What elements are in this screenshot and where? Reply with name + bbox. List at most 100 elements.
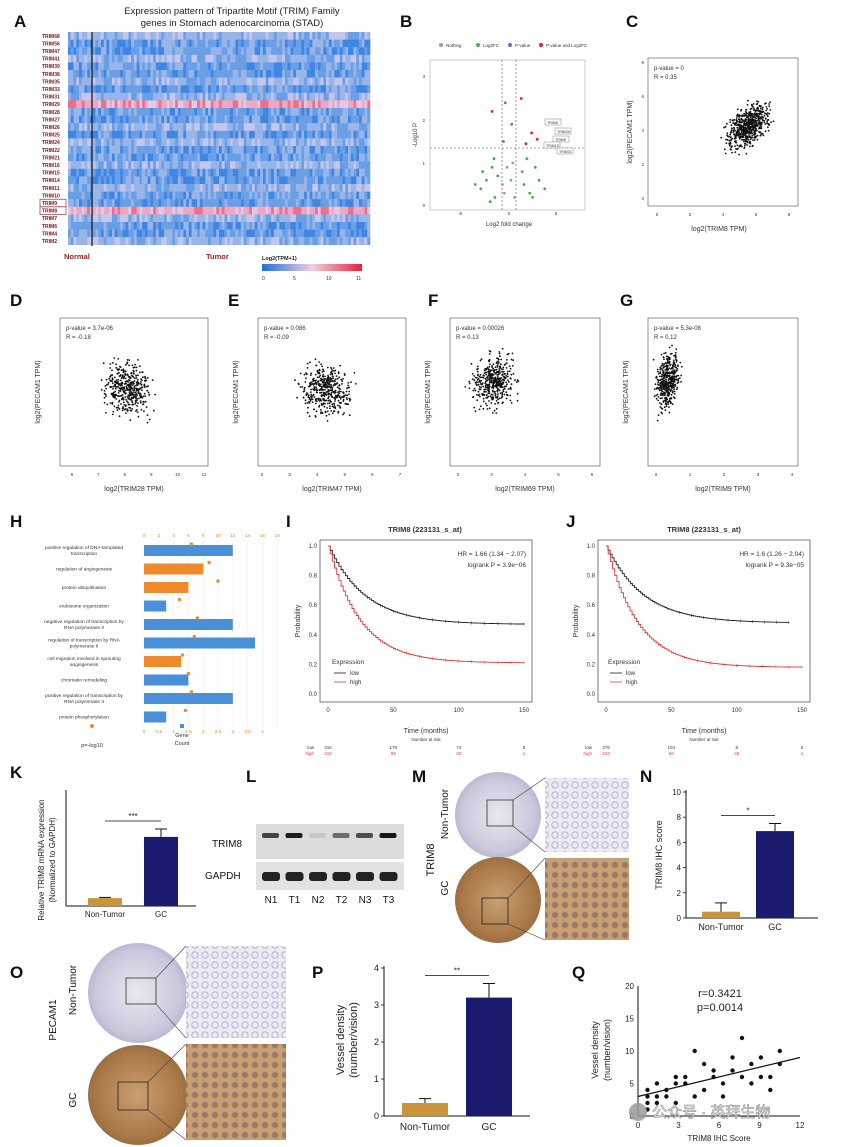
scatter-point	[749, 112, 752, 114]
heatmap-cell	[334, 100, 338, 109]
heatmap-cell	[92, 237, 96, 245]
scatter-point	[134, 393, 137, 396]
heatmap-cell	[125, 176, 129, 185]
scatter-point	[122, 386, 125, 389]
heatmap-cell	[158, 39, 162, 48]
heatmap-cell	[92, 92, 96, 101]
scatter-point	[120, 369, 123, 372]
heatmap-cell	[180, 123, 184, 131]
heatmap-cell	[188, 146, 192, 154]
heatmap-cell	[312, 47, 316, 55]
heatmap-cell	[111, 130, 115, 139]
heatmap-cell	[142, 138, 146, 147]
heatmap-cell	[188, 206, 192, 215]
heatmap-cell	[339, 47, 343, 55]
heatmap-cell	[257, 146, 261, 154]
heatmap-cell	[183, 237, 187, 245]
heatmap-cell	[284, 54, 288, 63]
heatmap-cell	[339, 62, 343, 71]
scatter-point	[133, 385, 136, 388]
scatter-point	[112, 410, 115, 413]
scatter-point	[479, 359, 482, 362]
heatmap-cell	[350, 168, 354, 177]
heatmap-cell	[153, 214, 157, 223]
scatter-point	[122, 377, 125, 380]
scatter-point	[759, 121, 762, 124]
heatmap-cell	[243, 70, 247, 78]
heatmap-cell	[169, 229, 173, 238]
heatmap-cell	[224, 32, 228, 40]
heatmap-cell	[122, 222, 126, 230]
heatmap-cell	[227, 32, 231, 40]
scatter-point	[754, 110, 757, 113]
heatmap-cell	[279, 130, 283, 139]
heatmap-cell	[342, 130, 346, 139]
heatmap-cell	[284, 161, 288, 169]
heatmap-cell	[175, 214, 179, 223]
heatmap-cell	[312, 100, 316, 109]
scatter-point	[125, 404, 127, 407]
heatmap-cell	[73, 108, 77, 116]
scatter-f-frame	[449, 317, 601, 467]
heatmap-cell	[254, 161, 258, 169]
heatmap-cell	[345, 108, 349, 116]
heatmap-cell	[103, 130, 107, 139]
scatter-point	[324, 378, 327, 380]
heatmap-cell	[238, 161, 242, 169]
heatmap-cell	[158, 184, 162, 192]
heatmap-cell	[356, 237, 360, 245]
scatter-point	[136, 411, 139, 413]
heatmap-cell	[331, 146, 335, 154]
scatter-point	[495, 380, 498, 382]
heatmap-cell	[128, 146, 132, 154]
scatter-point	[306, 367, 309, 369]
scatter-e-pvalue: p-value = 0.086	[264, 326, 306, 332]
heatmap-cell	[290, 130, 294, 139]
heatmap-cell	[350, 39, 354, 48]
heatmap-cell	[197, 92, 201, 101]
heatmap-cell	[287, 153, 291, 162]
heatmap-cell	[87, 184, 91, 192]
scatter-point	[752, 139, 754, 142]
scatter-point	[740, 127, 743, 130]
heatmap-cell	[353, 85, 357, 93]
scatter-point	[100, 388, 103, 391]
heatmap-cell	[205, 32, 209, 40]
heatmap-cell	[328, 115, 332, 124]
heatmap-cell	[240, 85, 245, 93]
heatmap-cell	[144, 146, 148, 154]
heatmap-cell	[251, 206, 255, 215]
heatmap-cell	[177, 130, 181, 139]
heatmap-cell	[367, 85, 371, 93]
scatter-point	[133, 377, 136, 380]
heatmap-cell	[251, 108, 255, 116]
heatmap-cell	[73, 77, 77, 86]
heatmap-cell	[306, 206, 310, 215]
heatmap-cell	[257, 237, 261, 245]
heatmap-cell	[312, 130, 316, 139]
heatmap-cell	[348, 176, 352, 185]
scatter-point	[729, 118, 732, 121]
heatmap-cell	[172, 123, 176, 131]
scatter-point	[748, 140, 751, 143]
heatmap-cell	[221, 39, 225, 48]
heatmap-cell	[131, 138, 135, 147]
heatmap-cell	[131, 222, 135, 230]
scatter-point	[737, 118, 740, 121]
heatmap-cell	[359, 130, 363, 139]
scatter-point	[303, 388, 306, 390]
volcano-point	[502, 191, 506, 195]
heatmap-cell	[339, 39, 343, 48]
heatmap-cell	[100, 191, 104, 200]
scatter-point	[753, 126, 756, 128]
heatmap-cell	[331, 92, 335, 101]
scatter-point	[748, 136, 751, 139]
heatmap-cell	[361, 62, 365, 71]
heatmap-cell	[238, 47, 242, 55]
scatter-point	[757, 101, 760, 103]
heatmap-cell	[323, 146, 327, 154]
heatmap-cell	[260, 85, 264, 93]
heatmap-cell	[232, 146, 236, 154]
heatmap-cell	[232, 32, 236, 40]
scatter-point	[306, 362, 309, 365]
